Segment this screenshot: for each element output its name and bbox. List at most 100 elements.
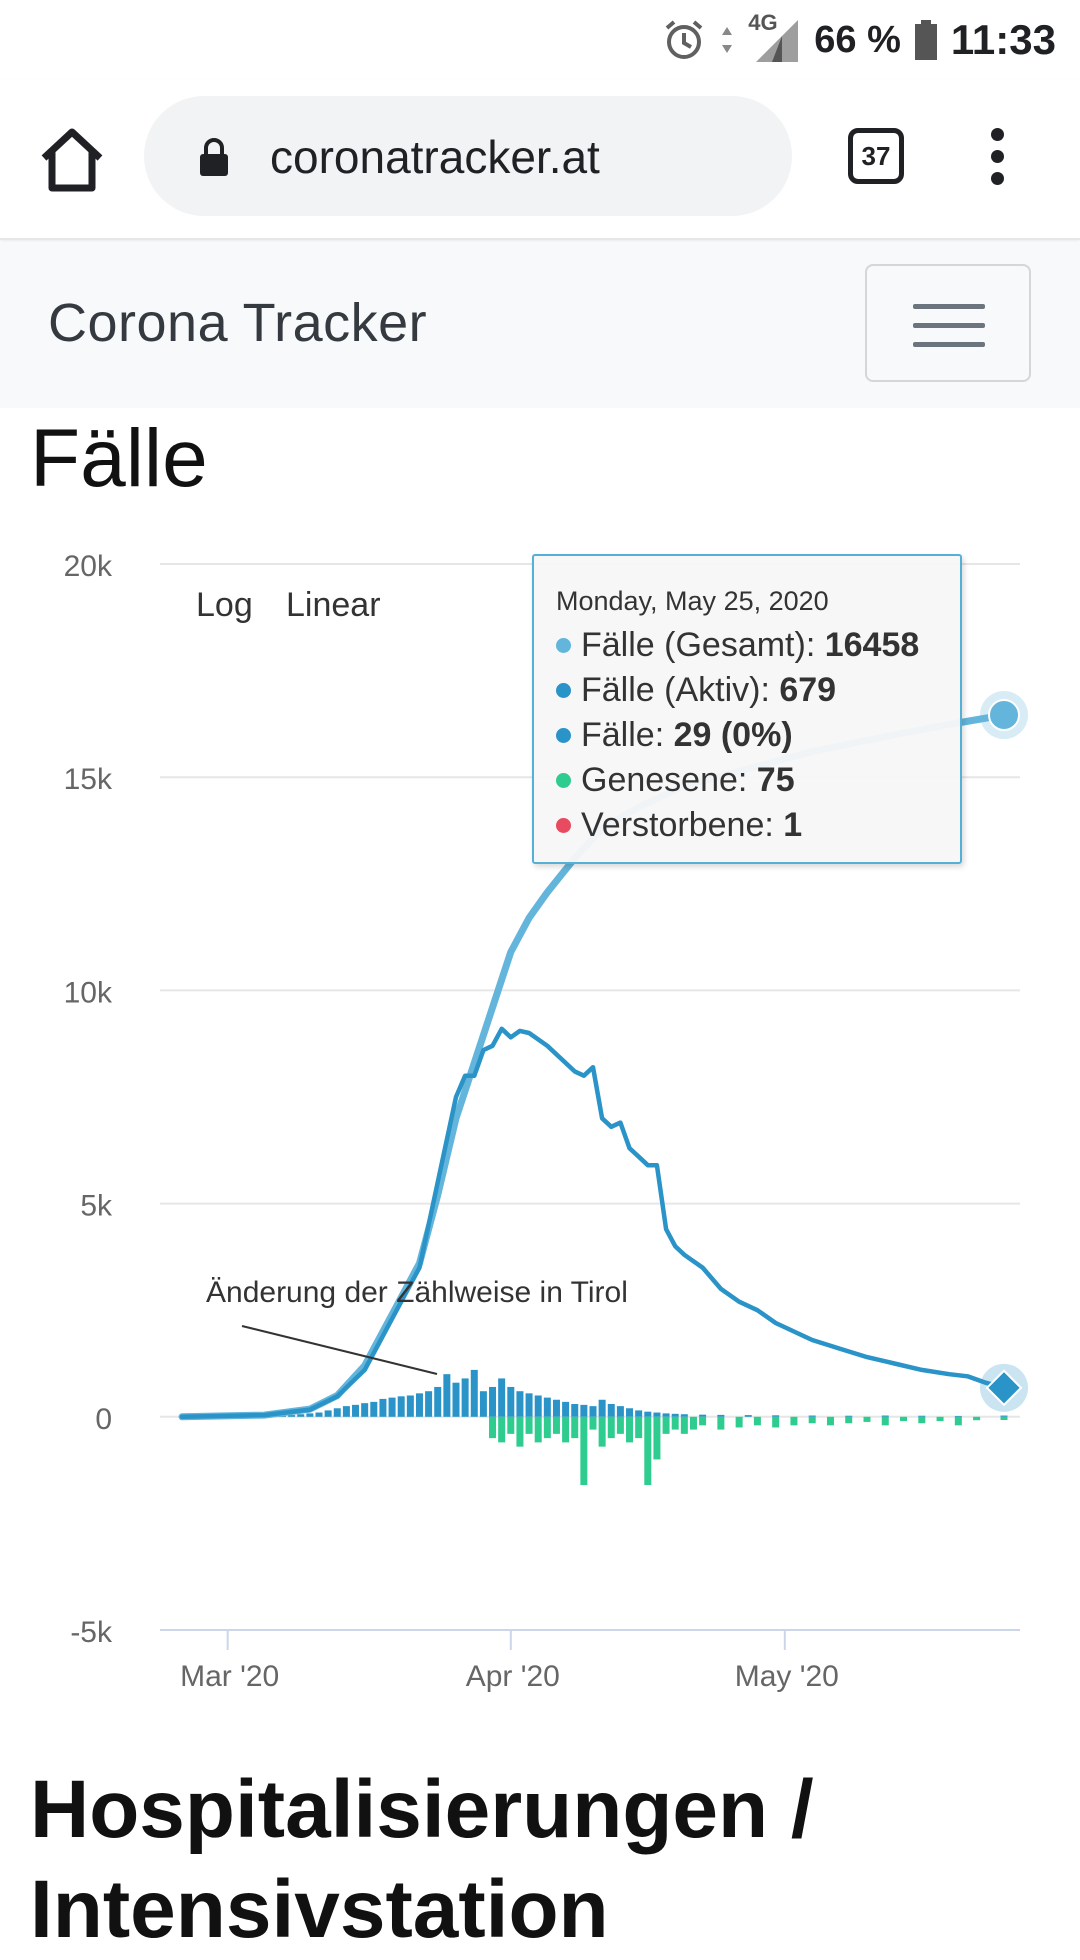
- home-icon[interactable]: [38, 124, 106, 196]
- new-cases-bar: [434, 1386, 442, 1417]
- legend-dot: [556, 773, 571, 788]
- tab-switcher-button[interactable]: 37: [848, 128, 904, 184]
- tooltip-date: Monday, May 25, 2020: [556, 586, 829, 616]
- tooltip-label: Fälle (Gesamt):: [581, 626, 825, 664]
- new-cases-bar: [507, 1386, 515, 1417]
- new-cases-bar: [324, 1410, 332, 1417]
- tooltip-label: Verstorbene:: [581, 806, 784, 844]
- new-cases-bar: [361, 1403, 369, 1417]
- chart-tooltip: Monday, May 25, 2020 Fälle (Gesamt): 164…: [532, 554, 962, 864]
- new-cases-bar: [918, 1415, 926, 1417]
- alarm-icon: [665, 20, 703, 59]
- tooltip-value: 1: [783, 806, 803, 844]
- recovered-bar: [699, 1416, 707, 1426]
- new-cases-bar: [516, 1391, 524, 1417]
- log-scale-button[interactable]: Log: [196, 586, 253, 624]
- battery-icon: [914, 20, 937, 60]
- recovered-bar: [653, 1416, 661, 1460]
- recovered-bar: [900, 1416, 908, 1422]
- linear-scale-button[interactable]: Linear: [286, 586, 381, 624]
- browser-toolbar: coronatracker.at 37: [0, 80, 1080, 240]
- hover-point-total: [988, 699, 1020, 732]
- new-cases-bar: [333, 1408, 341, 1417]
- overflow-menu-icon[interactable]: [982, 128, 1012, 188]
- new-cases-bar: [461, 1378, 469, 1417]
- x-tick-label: Apr '20: [466, 1660, 560, 1693]
- recovered-bar: [571, 1416, 579, 1439]
- recovered-bar: [552, 1416, 560, 1434]
- new-cases-bar: [616, 1406, 624, 1417]
- lock-icon: [200, 138, 228, 176]
- recovered-bar: [489, 1416, 497, 1439]
- recovered-bar: [543, 1416, 551, 1439]
- new-cases-bar: [954, 1415, 962, 1417]
- address-bar[interactable]: coronatracker.at: [144, 96, 792, 216]
- recovered-bar: [507, 1416, 515, 1434]
- recovered-bar: [626, 1416, 634, 1443]
- series-line: [179, 1026, 1007, 1420]
- new-cases-bar: [607, 1404, 615, 1417]
- new-cases-bar: [452, 1382, 460, 1417]
- new-cases-bar: [598, 1399, 606, 1417]
- cases-chart: 20k 15k 10k 5k 0 -5k Mar '20 Apr '20 May '20 Ände…: [0, 540, 1080, 1700]
- recovered-bar: [863, 1416, 871, 1422]
- recovered-bar: [1000, 1416, 1008, 1420]
- tooltip-value: 75: [756, 761, 795, 799]
- new-cases-bar: [626, 1408, 634, 1417]
- new-cases-bar: [388, 1397, 396, 1417]
- brand-link[interactable]: Corona Tracker: [48, 293, 428, 353]
- battery-percent: 66 %: [814, 18, 901, 61]
- new-cases-bar: [297, 1414, 305, 1417]
- annotation-connector: [241, 1325, 438, 1375]
- new-cases-bar: [772, 1415, 780, 1417]
- recovered-bar: [635, 1416, 643, 1439]
- new-cases-bar: [562, 1401, 570, 1417]
- new-cases-bar: [653, 1412, 661, 1417]
- hover-point-active: [985, 1369, 1023, 1407]
- recovered-bar: [662, 1416, 670, 1434]
- page-title: Fälle: [30, 413, 208, 504]
- new-cases-bar: [543, 1397, 551, 1417]
- new-cases-bar: [379, 1398, 387, 1417]
- hamburger-menu-button[interactable]: [865, 264, 1031, 382]
- recovered-bar: [918, 1416, 926, 1424]
- recovered-bar: [607, 1416, 615, 1439]
- status-bar: 4G 66 % 11:33: [0, 0, 1080, 80]
- new-cases-bar: [808, 1415, 816, 1417]
- y-tick-label: 5k: [80, 1190, 113, 1223]
- new-cases-bar: [342, 1406, 350, 1417]
- new-cases-bar: [699, 1414, 707, 1417]
- tooltip-value: 679: [779, 671, 837, 709]
- tooltip-label: Genesene:: [581, 761, 757, 799]
- legend-dot: [556, 683, 571, 698]
- new-cases-bar: [589, 1406, 597, 1417]
- recovered-bar: [516, 1416, 524, 1447]
- recovered-bar: [589, 1416, 597, 1430]
- recovered-bar: [644, 1416, 652, 1486]
- new-cases-bar: [470, 1369, 478, 1417]
- annotation-label: Änderung der Zählweise in Tirol: [206, 1276, 628, 1309]
- tooltip-row-active: Fälle (Aktiv): 679: [556, 668, 938, 713]
- new-cases-bar: [534, 1395, 542, 1417]
- new-cases-bar: [397, 1396, 405, 1417]
- new-cases-bar: [315, 1412, 323, 1417]
- new-cases-bar: [479, 1391, 487, 1417]
- recovered-bar: [790, 1416, 798, 1426]
- new-cases-bar: [1000, 1415, 1008, 1417]
- new-cases-bar: [571, 1404, 579, 1417]
- recovered-bar: [954, 1416, 962, 1426]
- recovered-bar: [689, 1416, 697, 1430]
- legend-dot: [556, 638, 571, 653]
- y-tick-label: 0: [95, 1403, 112, 1436]
- tooltip-row-total: Fälle (Gesamt): 16458: [556, 623, 938, 668]
- recovered-bar: [845, 1416, 853, 1424]
- recovered-bar: [881, 1416, 889, 1426]
- new-cases-bar: [662, 1413, 670, 1417]
- tooltip-label: Fälle (Aktiv):: [581, 671, 780, 709]
- new-cases-bar: [717, 1414, 725, 1417]
- recovered-bar: [735, 1416, 743, 1428]
- x-tick-label: May '20: [735, 1660, 839, 1693]
- tooltip-row-new: Fälle: 29 (0%): [556, 713, 938, 758]
- network-type: 4G: [748, 10, 778, 35]
- new-cases-bar: [425, 1391, 433, 1417]
